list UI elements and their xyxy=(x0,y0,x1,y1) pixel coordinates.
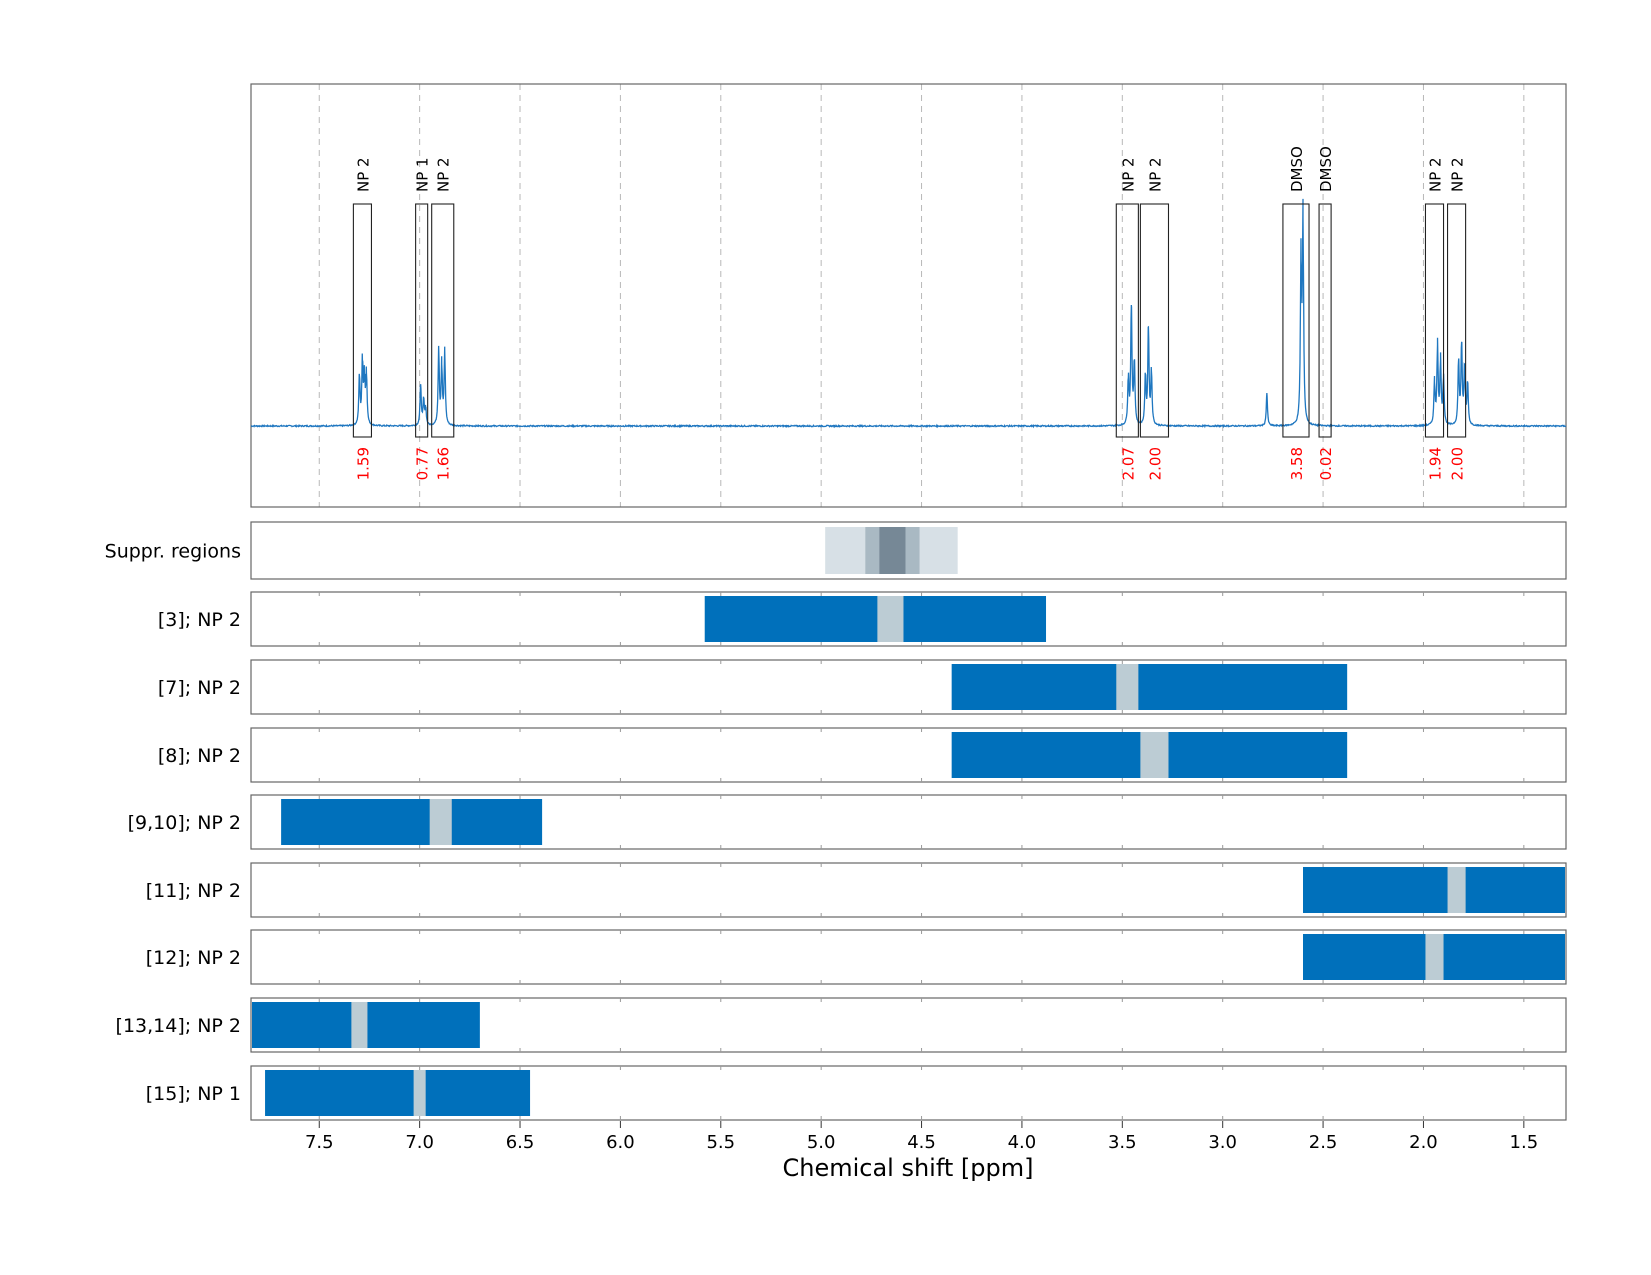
assigned-peak-window xyxy=(1116,664,1139,710)
region-bar xyxy=(951,664,1348,710)
row-frame xyxy=(250,659,1567,715)
assigned-peak-window xyxy=(1140,732,1169,778)
x-tick-label: 5.0 xyxy=(807,1132,836,1153)
assigned-peak-window xyxy=(413,1070,426,1116)
grid-lines xyxy=(318,84,1525,507)
assignment-row: [9,10]; NP 2 xyxy=(128,794,1567,850)
x-tick-label: 4.0 xyxy=(1008,1132,1037,1153)
spectrum-trace xyxy=(250,198,1567,429)
peak-label: NP 2 xyxy=(435,157,453,192)
integration-box xyxy=(1424,203,1445,438)
integral-value: 2.07 xyxy=(1119,447,1137,480)
integral-value: 1.59 xyxy=(354,447,372,480)
peak-label: NP 2 xyxy=(1119,157,1137,192)
assigned-peak-window xyxy=(1425,934,1444,980)
peak-annotation: NP 2 1.94 xyxy=(1424,157,1445,480)
x-axis: 7.5 7.0 6.5 6.0 5.5 5.0 4.5 4.0 3.5 3.0 2.5 2.0 1.5 xyxy=(305,1121,1538,1153)
row-label: [13,14]; NP 2 xyxy=(116,1015,241,1037)
suppr-label: Suppr. regions xyxy=(105,541,241,563)
assignment-row: [3]; NP 2 xyxy=(158,591,1567,647)
peak-annotation: NP 2 1.59 xyxy=(352,157,373,480)
row-label: [8]; NP 2 xyxy=(158,745,241,767)
peak-label: NP 1 xyxy=(414,157,432,192)
peak-label: NP 2 xyxy=(354,157,372,192)
region-bar xyxy=(281,799,543,845)
x-tick-label: 2.5 xyxy=(1309,1132,1338,1153)
x-tick-label: 4.5 xyxy=(907,1132,936,1153)
peak-annotation: NP 1 0.77 xyxy=(414,157,432,480)
row-label: [15]; NP 1 xyxy=(146,1083,241,1105)
integration-box xyxy=(415,203,429,438)
assignment-row: [8]; NP 2 xyxy=(158,727,1567,783)
row-label: [11]; NP 2 xyxy=(146,880,241,902)
integral-value: 1.94 xyxy=(1427,447,1445,480)
assigned-peak-window xyxy=(877,596,904,642)
integral-value: 0.77 xyxy=(414,447,432,480)
integration-box xyxy=(1318,203,1332,438)
integration-box xyxy=(1446,203,1467,438)
region-bar xyxy=(704,596,1047,642)
row-label: [7]; NP 2 xyxy=(158,677,241,699)
x-tick-label: 7.5 xyxy=(305,1132,334,1153)
peak-annotation: NP 2 2.00 xyxy=(1139,157,1170,480)
assigned-peak-window xyxy=(429,799,452,845)
peak-annotation: NP 2 2.00 xyxy=(1446,157,1467,480)
integral-value: 2.00 xyxy=(1146,447,1164,480)
row-label: [12]; NP 2 xyxy=(146,947,241,969)
assigned-peak-window xyxy=(1447,867,1466,913)
integral-value: 3.58 xyxy=(1288,447,1306,480)
integral-value: 0.02 xyxy=(1317,447,1335,480)
integration-box xyxy=(1115,203,1139,438)
assignment-row: [15]; NP 1 xyxy=(146,1065,1567,1121)
peak-label: NP 2 xyxy=(1146,157,1164,192)
region-bar xyxy=(265,1070,531,1116)
peak-annotation: NP 2 2.07 xyxy=(1115,157,1139,480)
suppression-region xyxy=(879,527,906,574)
suppression-regions-panel: Suppr. regions xyxy=(105,521,1567,580)
peak-label: DMSO xyxy=(1288,146,1306,192)
x-tick-label: 5.5 xyxy=(706,1132,735,1153)
peak-label: NP 2 xyxy=(1427,157,1445,192)
x-tick-label: 6.5 xyxy=(506,1132,535,1153)
x-tick-label: 6.0 xyxy=(606,1132,635,1153)
integration-box xyxy=(1139,203,1170,438)
x-tick-label: 3.0 xyxy=(1208,1132,1237,1153)
x-tick-label: 2.0 xyxy=(1409,1132,1438,1153)
row-label: [9,10]; NP 2 xyxy=(128,812,241,834)
assignment-row: [12]; NP 2 xyxy=(146,929,1567,985)
peak-label: DMSO xyxy=(1317,146,1335,192)
integral-value: 2.00 xyxy=(1449,447,1467,480)
x-tick-label: 7.0 xyxy=(405,1132,434,1153)
assignment-rows: [3]; NP 2 [7]; NP 2 [8]; NP 2 [9,10]; NP 2 [… xyxy=(116,591,1567,1121)
row-label: [3]; NP 2 xyxy=(158,609,241,631)
region-bar xyxy=(1303,867,1565,913)
spectrum-panel: NP 2 1.59 NP 1 0.77 NP 2 1.66 NP 2 2.07 NP 2 2.00… xyxy=(250,83,1567,508)
peak-label: NP 2 xyxy=(1449,157,1467,192)
row-frame xyxy=(250,727,1567,783)
spectrum-frame xyxy=(250,83,1567,508)
assigned-peak-window xyxy=(351,1002,368,1048)
peak-annotation: NP 2 1.66 xyxy=(431,157,455,480)
integral-value: 1.66 xyxy=(435,447,453,480)
x-tick-label: 3.5 xyxy=(1108,1132,1137,1153)
peak-annotation: DMSO 0.02 xyxy=(1317,146,1335,480)
x-axis-label: Chemical shift [ppm] xyxy=(782,1154,1033,1182)
assignment-row: [13,14]; NP 2 xyxy=(116,997,1567,1053)
peak-annotation: DMSO 3.58 xyxy=(1282,146,1310,480)
integration-box xyxy=(431,203,455,438)
integration-box xyxy=(352,203,373,438)
integration-box xyxy=(1282,203,1310,438)
x-tick-label: 1.5 xyxy=(1510,1132,1539,1153)
assignment-row: [7]; NP 2 xyxy=(158,659,1567,715)
assignment-row: [11]; NP 2 xyxy=(146,862,1567,918)
